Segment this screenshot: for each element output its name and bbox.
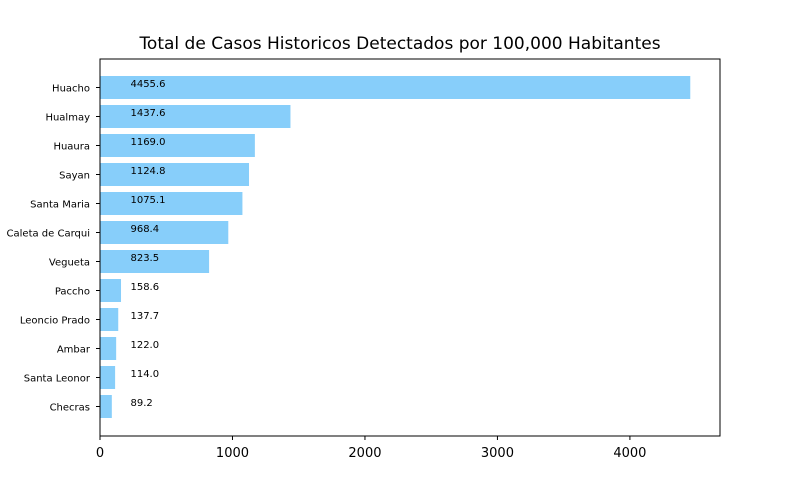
plot-frame bbox=[99, 58, 721, 437]
bar bbox=[100, 395, 112, 418]
x-tick-label: 0 bbox=[96, 446, 104, 461]
bar bbox=[100, 76, 691, 99]
data-label: 4455.6 bbox=[130, 79, 165, 90]
data-label: 158.6 bbox=[130, 282, 159, 293]
data-label: 114.0 bbox=[130, 369, 159, 380]
x-tick-label: 1000 bbox=[216, 446, 249, 461]
bar bbox=[100, 221, 229, 244]
y-tick-label: Huaura bbox=[53, 142, 90, 153]
data-label: 89.2 bbox=[130, 398, 152, 409]
x-tick-label: 3000 bbox=[481, 446, 514, 461]
chart-title: Total de Casos Historicos Detectados por… bbox=[138, 34, 660, 54]
data-label: 137.7 bbox=[130, 311, 159, 322]
y-tick-label: Santa Maria bbox=[30, 200, 90, 211]
data-label: 1437.6 bbox=[130, 108, 165, 119]
data-label: 1169.0 bbox=[130, 137, 165, 148]
y-tick-label: Santa Leonor bbox=[24, 374, 91, 385]
x-tick-label: 4000 bbox=[613, 446, 646, 461]
bar bbox=[100, 366, 116, 389]
bar bbox=[100, 105, 291, 128]
y-tick-label: Leoncio Prado bbox=[20, 316, 90, 327]
y-tick-label: Caleta de Carqui bbox=[7, 229, 90, 240]
bar bbox=[100, 163, 250, 186]
bar bbox=[100, 192, 243, 215]
y-axis-labels: Huacho Hualmay Huaura Sayan Santa Maria Calet… bbox=[7, 84, 100, 414]
data-labels: 4455.6 1437.6 1169.0 1124.8 1075.1 968.4 823.5… bbox=[130, 79, 165, 409]
data-label: 1075.1 bbox=[130, 195, 165, 206]
y-tick-label: Ambar bbox=[57, 345, 91, 356]
y-tick-label: Sayan bbox=[59, 171, 90, 182]
bars-group bbox=[100, 76, 691, 418]
y-tick-label: Hualmay bbox=[45, 113, 90, 124]
bar bbox=[100, 279, 122, 302]
y-tick-label: Huacho bbox=[52, 84, 90, 95]
y-tick-label: Vegueta bbox=[49, 258, 90, 269]
bar bbox=[100, 337, 117, 360]
data-label: 122.0 bbox=[130, 340, 159, 351]
bar bbox=[100, 250, 210, 273]
bar bbox=[100, 134, 255, 157]
y-tick-label: Paccho bbox=[55, 287, 90, 298]
x-axis: 0 1000 2000 3000 4000 bbox=[96, 436, 646, 461]
data-label: 968.4 bbox=[130, 224, 159, 235]
x-tick-label: 2000 bbox=[348, 446, 381, 461]
y-tick-label: Checras bbox=[50, 403, 90, 414]
data-label: 823.5 bbox=[130, 253, 159, 264]
data-label: 1124.8 bbox=[130, 166, 165, 177]
bar bbox=[100, 308, 119, 331]
